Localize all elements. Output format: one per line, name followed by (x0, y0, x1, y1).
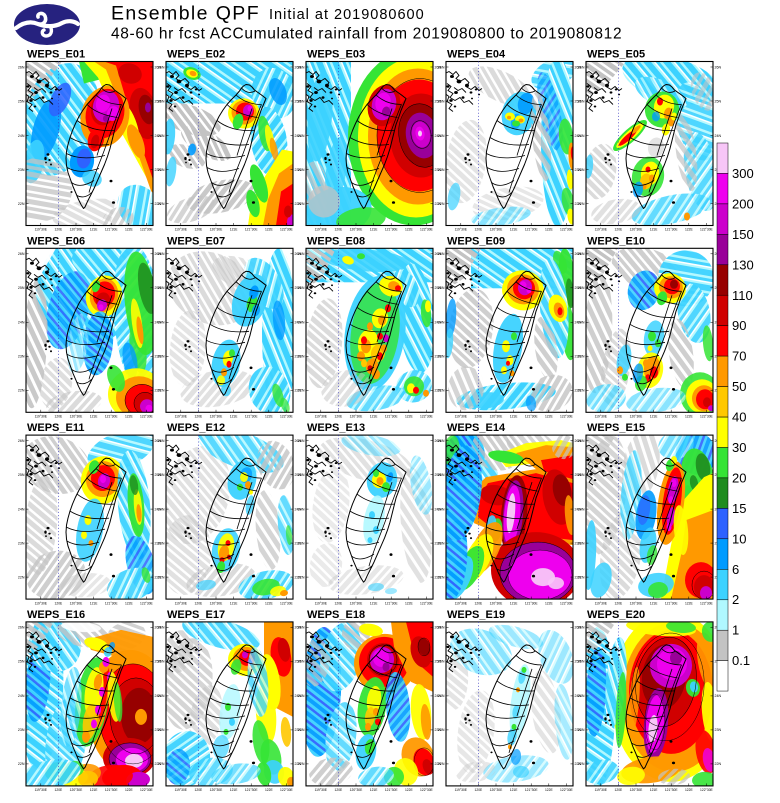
svg-text:150: 150 (732, 227, 754, 242)
svg-text:2: 2 (732, 592, 739, 607)
svg-text:70: 70 (732, 349, 746, 364)
svg-text:6: 6 (732, 562, 739, 577)
svg-text:15: 15 (732, 501, 746, 516)
svg-text:Ensemble QPF: Ensemble QPF (111, 3, 260, 25)
svg-text:90: 90 (732, 318, 746, 333)
svg-text:WEPS_E16: WEPS_E16 (27, 609, 85, 621)
svg-text:WEPS_E04: WEPS_E04 (447, 49, 506, 61)
svg-text:10: 10 (732, 531, 746, 546)
svg-text:WEPS_E08: WEPS_E08 (307, 235, 365, 247)
svg-text:WEPS_E18: WEPS_E18 (307, 609, 365, 621)
svg-text:1: 1 (732, 623, 739, 638)
svg-text:WEPS_E17: WEPS_E17 (167, 609, 225, 621)
svg-text:WEPS_E11: WEPS_E11 (27, 422, 84, 434)
svg-text:WEPS_E03: WEPS_E03 (307, 49, 365, 61)
svg-text:WEPS_E02: WEPS_E02 (167, 49, 225, 61)
svg-text:WEPS_E10: WEPS_E10 (587, 235, 645, 247)
svg-text:WEPS_E12: WEPS_E12 (167, 422, 225, 434)
svg-text:Initial at 2019080600: Initial at 2019080600 (269, 7, 425, 23)
svg-text:WEPS_E19: WEPS_E19 (447, 609, 505, 621)
svg-text:WEPS_E09: WEPS_E09 (447, 235, 505, 247)
svg-text:WEPS_E07: WEPS_E07 (167, 235, 225, 247)
svg-text:130: 130 (732, 257, 754, 272)
svg-text:WEPS_E14: WEPS_E14 (447, 422, 506, 434)
svg-text:WEPS_E05: WEPS_E05 (587, 49, 645, 61)
svg-text:40: 40 (732, 410, 746, 425)
svg-text:WEPS_E20: WEPS_E20 (587, 609, 645, 621)
svg-text:30: 30 (732, 440, 746, 455)
svg-text:300: 300 (732, 166, 754, 181)
svg-text:200: 200 (732, 196, 754, 211)
svg-text:WEPS_E15: WEPS_E15 (587, 422, 645, 434)
svg-text:20: 20 (732, 470, 746, 485)
svg-text:0.1: 0.1 (732, 653, 750, 668)
svg-text:WEPS_E13: WEPS_E13 (307, 422, 365, 434)
svg-text:50: 50 (732, 379, 746, 394)
svg-text:WEPS_E06: WEPS_E06 (27, 235, 85, 247)
svg-text:110: 110 (732, 288, 753, 303)
svg-text:WEPS_E01: WEPS_E01 (27, 49, 85, 61)
svg-text:48-60 hr fcst ACCumulated rain: 48-60 hr fcst ACCumulated rainfall from … (111, 26, 622, 43)
